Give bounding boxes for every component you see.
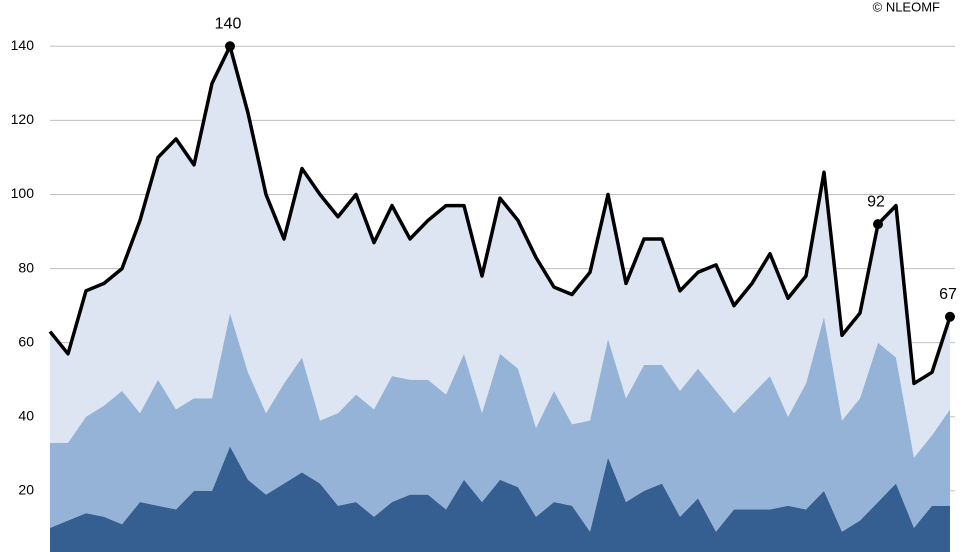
copyright: © NLEOMF: [873, 0, 940, 14]
y-tick-label: 20: [18, 482, 34, 498]
area: [50, 46, 950, 458]
y-tick-label: 120: [11, 111, 35, 127]
y-tick-label: 60: [18, 333, 34, 349]
data-label: 67: [939, 286, 957, 303]
point-marker: [945, 311, 955, 322]
point-marker: [873, 219, 883, 230]
area: [50, 446, 950, 552]
point-marker: [225, 41, 235, 52]
y-tick-label: 100: [11, 185, 35, 201]
data-label: 92: [867, 193, 885, 210]
total-line: [48, 44, 952, 386]
y-tick-label: 140: [11, 37, 35, 53]
area: [50, 313, 950, 532]
y-tick-label: 80: [18, 259, 34, 275]
y-tick-label: 40: [18, 407, 34, 423]
data-label: 140: [215, 16, 242, 33]
